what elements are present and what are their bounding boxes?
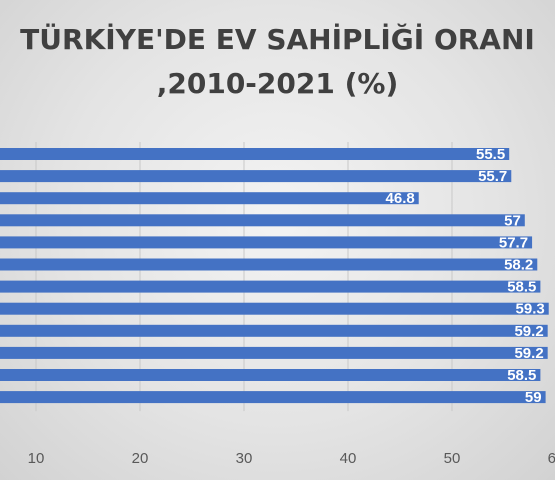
x-tick-label-2: 20 (132, 450, 149, 467)
bar-2 (0, 170, 512, 183)
data-label-5: 57.7 (499, 234, 528, 251)
bar-12 (0, 391, 546, 404)
chart-title: TÜRKİYE'DE EV SAHİPLİĞİ ORANI ,2010-2021… (0, 18, 555, 106)
data-label-9: 59.2 (514, 323, 543, 340)
bar-10 (0, 346, 548, 359)
bar-6 (0, 258, 538, 271)
bar-8 (0, 302, 549, 315)
x-tick-label-3: 30 (236, 450, 253, 467)
x-tick-label-5: 50 (444, 450, 461, 467)
data-label-12: 59 (525, 389, 542, 406)
x-tick-label-4: 40 (340, 450, 357, 467)
bar-11 (0, 369, 541, 381)
data-label-6: 58.2 (504, 257, 533, 274)
x-tick-label-6: 60 (548, 450, 555, 467)
bar-7 (0, 280, 541, 293)
data-label-11: 58.5 (507, 367, 536, 384)
data-label-7: 58.5 (507, 279, 536, 296)
bar-1 (0, 148, 510, 160)
data-label-4: 57 (504, 212, 521, 229)
data-label-10: 59.2 (514, 345, 543, 362)
x-tick-label-1: 10 (28, 450, 45, 467)
chart-title-line-2: ,2010-2021 (%) (156, 67, 399, 100)
bar-4 (0, 214, 525, 227)
data-label-3: 46.8 (386, 190, 415, 207)
data-label-1: 55.5 (476, 146, 505, 163)
bar-3 (0, 192, 419, 205)
bar-9 (0, 324, 548, 337)
data-label-8: 59.3 (516, 301, 545, 318)
chart-title-line-1: TÜRKİYE'DE EV SAHİPLİĞİ ORANI (20, 23, 535, 56)
data-label-2: 55.7 (478, 168, 507, 185)
bar-5 (0, 236, 533, 249)
